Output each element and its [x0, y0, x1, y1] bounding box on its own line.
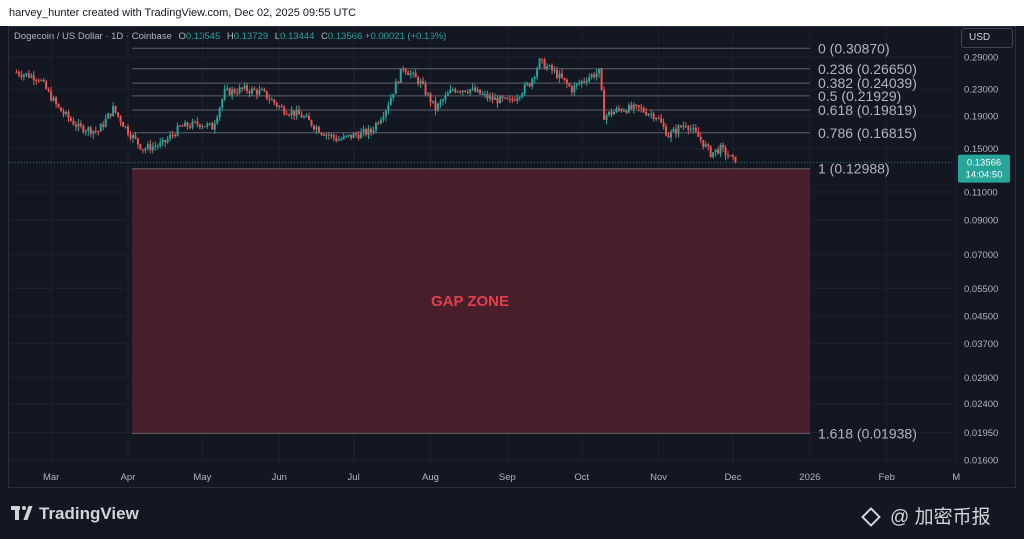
high-label: H [226, 31, 234, 42]
open-label: O [178, 31, 186, 42]
chart-frame[interactable] [8, 26, 1016, 488]
symbol-legend: Dogecoin / US Dollar · 1D · Coinbase O0.… [14, 31, 446, 42]
low-value: 0.13444 [280, 31, 315, 42]
binance-diamond-icon [861, 507, 881, 527]
high-value: 0.13729 [233, 31, 269, 42]
tradingview-logo-icon [11, 506, 35, 520]
close-label: C [321, 31, 328, 42]
tradingview-logo: TradingView [11, 504, 139, 524]
close-value: 0.13566 [327, 31, 363, 42]
currency-button[interactable]: USD [961, 28, 1013, 48]
watermark-text: @ 加密币报 [890, 507, 991, 528]
open-value: 0.13545 [185, 31, 221, 42]
low-label: L [274, 31, 281, 42]
footer [0, 488, 1024, 539]
attribution-bar: harvey_hunter created with TradingView.c… [0, 0, 1024, 26]
attribution-text: harvey_hunter created with TradingView.c… [9, 7, 357, 19]
tradingview-logo-text: TradingView [39, 504, 139, 523]
symbol-name: Dogecoin / US Dollar · 1D · Coinbase [14, 31, 172, 42]
change-value: +0.00021 (+0.16%) [364, 31, 447, 42]
watermark: @ 加密币报 [861, 502, 991, 529]
